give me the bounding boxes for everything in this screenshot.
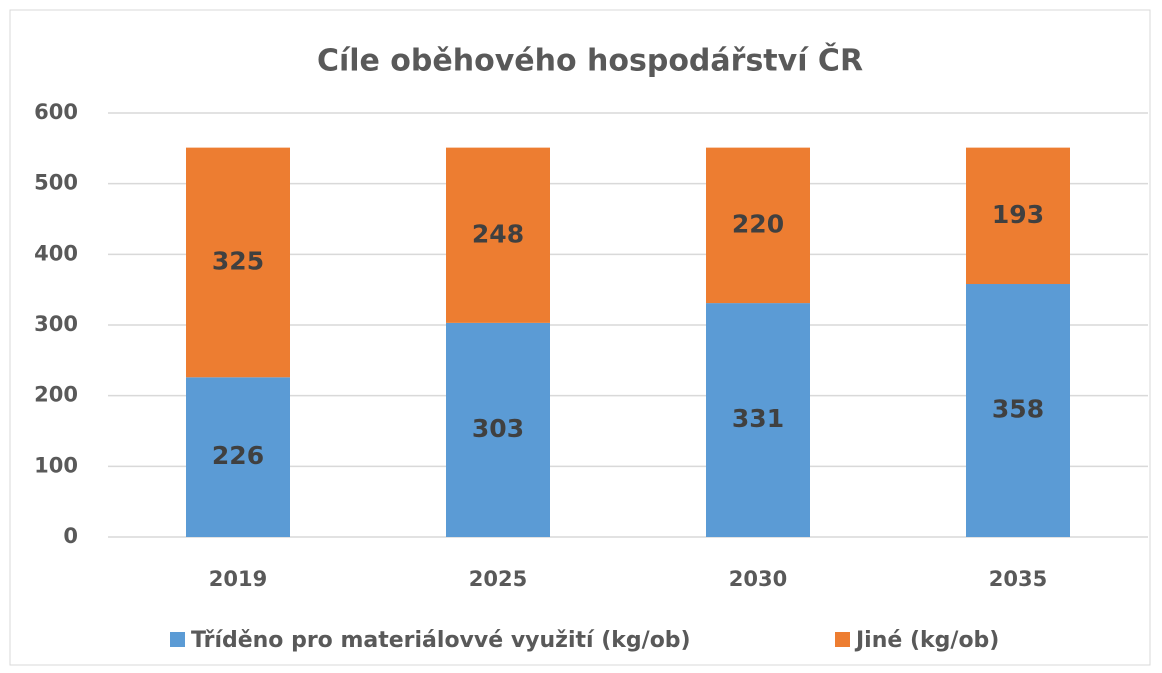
legend-swatch (170, 632, 185, 647)
data-label: 331 (732, 404, 784, 433)
data-label: 325 (212, 246, 264, 275)
data-label: 220 (732, 209, 784, 238)
y-tick-label: 500 (34, 171, 78, 195)
bar-segment (966, 147, 1070, 285)
data-label: 358 (992, 395, 1044, 424)
data-label: 226 (212, 441, 264, 470)
legend-label: Tříděno pro materiálovvé využití (kg/ob) (191, 628, 691, 653)
data-label: 303 (472, 414, 524, 443)
data-label: 248 (472, 219, 524, 248)
bar-segment (446, 322, 550, 537)
data-label: 193 (992, 200, 1044, 229)
x-tick-label: 2025 (469, 567, 527, 591)
y-tick-label: 0 (63, 524, 78, 548)
legend-label: Jiné (kg/ob) (854, 628, 999, 653)
y-tick-label: 100 (34, 453, 78, 477)
bar-segment (966, 284, 1070, 537)
bar-segment (706, 303, 810, 537)
y-tick-label: 200 (34, 383, 78, 407)
y-tick-label: 600 (34, 100, 78, 124)
y-tick-label: 300 (34, 312, 78, 336)
bar-segment (186, 377, 290, 537)
x-tick-label: 2019 (209, 567, 267, 591)
x-tick-label: 2030 (729, 567, 787, 591)
legend-swatch (835, 632, 850, 647)
chart-title: Cíle oběhového hospodářství ČR (317, 42, 863, 79)
x-tick-label: 2035 (989, 567, 1047, 591)
bar-segment (706, 147, 810, 304)
bar-segment (186, 147, 290, 378)
bar-segment (446, 147, 550, 323)
y-tick-label: 400 (34, 241, 78, 265)
